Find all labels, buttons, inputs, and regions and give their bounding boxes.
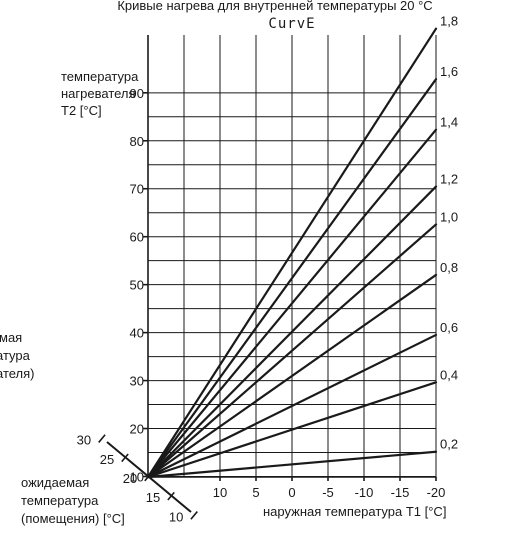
y-axis-label-line-2: нагревателя	[61, 86, 136, 101]
x-tick-label: -15	[391, 485, 410, 500]
x-tick-label: 5	[252, 485, 259, 500]
curve-label-0-6: 0,6	[440, 320, 458, 335]
y-tick-label: 60	[130, 230, 144, 245]
room-axis-label-line-3: (помещения) [°C]	[21, 511, 125, 526]
y-tick-label: 90	[130, 86, 144, 101]
curve-1-4	[146, 128, 438, 479]
curve-label-1-2: 1,2	[440, 172, 458, 187]
x-tick-label: 10	[213, 485, 227, 500]
left-clipped-label: мая атура ателя)	[0, 330, 35, 381]
curve-label-0-4: 0,4	[440, 367, 458, 382]
x-tick-label: -10	[355, 485, 374, 500]
y-tick-labels: 10 20 30 40 50 60 70 80 90	[130, 86, 144, 485]
curve-0-6	[146, 333, 438, 479]
curve-label-1-4: 1,4	[440, 115, 458, 130]
y-axis-label: температура нагревателя T2 [°C]	[61, 69, 139, 118]
room-tick-label: 30	[77, 433, 91, 448]
y-tick-label: 30	[130, 374, 144, 389]
left-clipped-line-2: атура	[0, 348, 31, 363]
room-tick-label: 10	[169, 509, 183, 524]
room-axis-label: ожидаемая температура (помещения) [°C]	[21, 475, 125, 526]
y-tick-label: 10	[130, 470, 144, 485]
curve-1-0	[146, 223, 438, 479]
curve-label-1-6: 1,6	[440, 64, 458, 79]
room-tick-mark	[98, 434, 106, 443]
room-tick-mark	[121, 453, 129, 463]
room-tick-label: 15	[146, 490, 160, 505]
x-axis-label: наружная температура T1 [°C]	[263, 504, 446, 519]
series-group	[146, 27, 438, 479]
room-tick-label: 25	[100, 452, 114, 467]
y-tick-label: 50	[130, 278, 144, 293]
x-tick-labels: 10 5 0 -5 -10 -15 -20	[213, 485, 446, 500]
x-tick-label: 0	[288, 485, 295, 500]
y-tick-label: 70	[130, 182, 144, 197]
series-labels: 0,2 0,4 0,6 0,8 1,0 1,2 1,4 1,6 1,8	[440, 14, 458, 452]
room-axis-label-line-2: температура	[21, 493, 99, 508]
curve-0-8	[146, 273, 438, 479]
curve-1-2	[146, 185, 438, 479]
room-tick-label: 20	[123, 471, 137, 486]
curve-0-4	[146, 381, 438, 479]
y-tick-label: 20	[130, 422, 144, 437]
curve-label-0-8: 0,8	[440, 260, 458, 275]
left-clipped-line-1: мая	[0, 330, 22, 345]
curve-label-1-8: 1,8	[440, 14, 458, 29]
x-tick-label: -5	[322, 485, 334, 500]
curve-1-8	[146, 27, 438, 479]
curve-1-6	[146, 78, 438, 479]
chart-title: Кривые нагрева для внутренней температур…	[117, 0, 432, 13]
x-tick-label: -20	[427, 485, 446, 500]
y-axis-label-line-3: T2 [°C]	[61, 103, 102, 118]
curve-0-2	[146, 450, 438, 479]
y-tick-label: 80	[130, 134, 144, 149]
y-axis-label-line-1: температура	[61, 69, 139, 84]
y-tick-label: 40	[130, 326, 144, 341]
curve-label-0-2: 0,2	[440, 437, 458, 452]
room-axis-label-line-1: ожидаемая	[21, 475, 89, 490]
left-clipped-line-3: ателя)	[0, 366, 35, 381]
room-tick-mark	[190, 511, 198, 520]
curve-label-1-0: 1,0	[440, 209, 458, 224]
room-tick-mark	[167, 491, 175, 501]
curve-display-label: CurvE	[268, 16, 315, 32]
